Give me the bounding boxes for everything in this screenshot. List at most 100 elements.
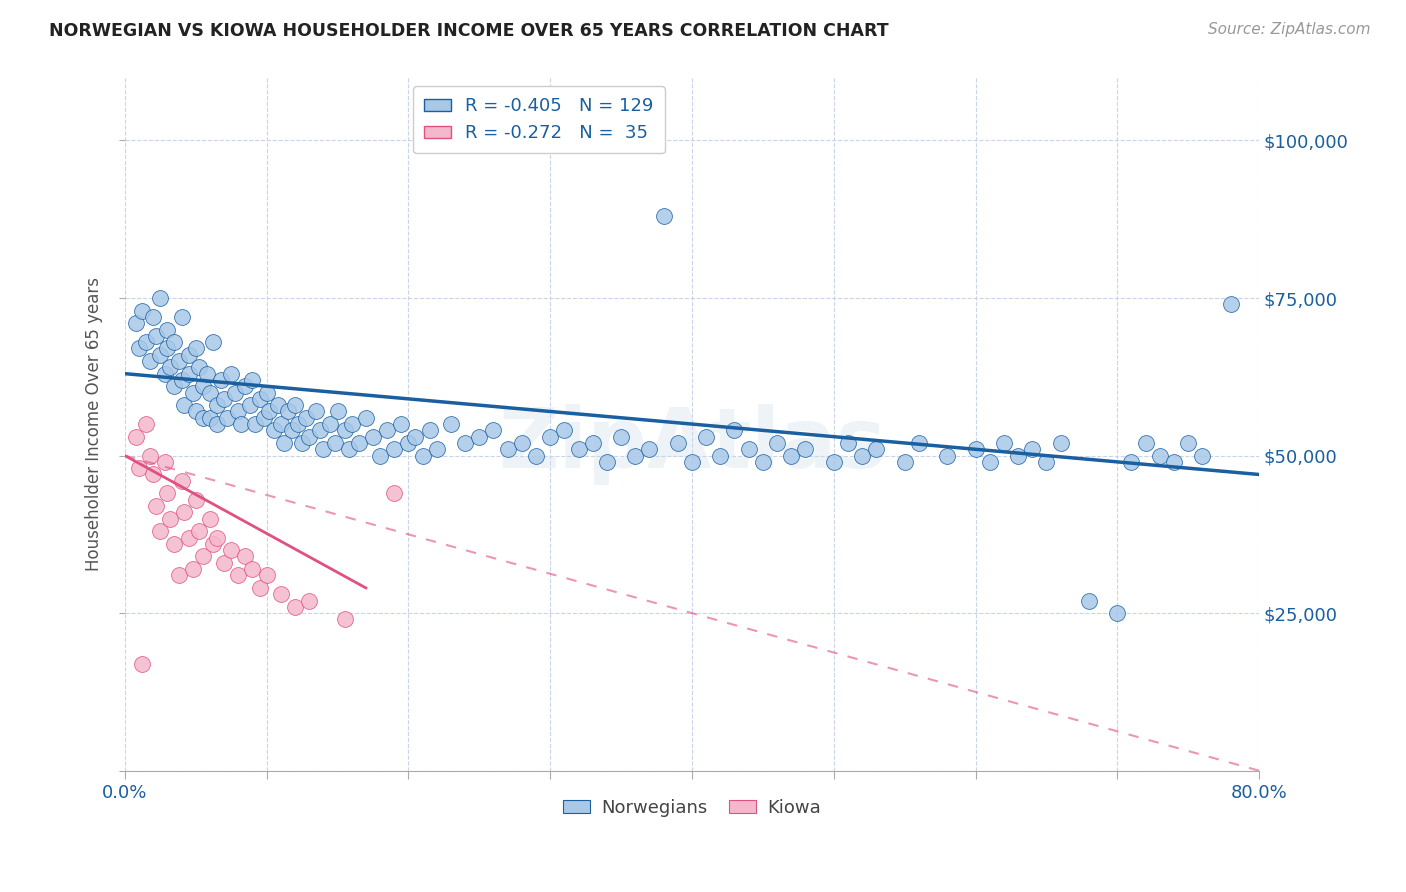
Point bbox=[209, 373, 232, 387]
Point bbox=[610, 430, 633, 444]
Point bbox=[131, 657, 153, 671]
Point bbox=[624, 449, 647, 463]
Point bbox=[361, 430, 384, 444]
Text: Source: ZipAtlas.com: Source: ZipAtlas.com bbox=[1208, 22, 1371, 37]
Point bbox=[823, 455, 845, 469]
Point bbox=[567, 442, 589, 457]
Point bbox=[184, 404, 207, 418]
Point bbox=[145, 328, 167, 343]
Point bbox=[405, 430, 427, 444]
Point bbox=[709, 449, 731, 463]
Point bbox=[426, 442, 449, 457]
Point bbox=[312, 442, 335, 457]
Point bbox=[128, 342, 150, 356]
Point bbox=[142, 310, 165, 324]
Point bbox=[295, 410, 318, 425]
Point bbox=[666, 436, 689, 450]
Point bbox=[131, 303, 153, 318]
Point bbox=[163, 335, 186, 350]
Point bbox=[695, 430, 717, 444]
Point bbox=[249, 392, 271, 406]
Point bbox=[337, 442, 360, 457]
Point bbox=[226, 568, 249, 582]
Point bbox=[163, 379, 186, 393]
Point bbox=[965, 442, 987, 457]
Text: ZipAtlas: ZipAtlas bbox=[498, 404, 886, 485]
Point bbox=[482, 423, 505, 437]
Point bbox=[794, 442, 817, 457]
Point bbox=[582, 436, 605, 450]
Point bbox=[419, 423, 441, 437]
Point bbox=[1107, 606, 1129, 620]
Point bbox=[737, 442, 759, 457]
Point bbox=[184, 342, 207, 356]
Point bbox=[354, 410, 377, 425]
Point bbox=[198, 385, 221, 400]
Point bbox=[142, 467, 165, 482]
Point bbox=[538, 430, 561, 444]
Point bbox=[233, 549, 256, 564]
Point bbox=[212, 392, 235, 406]
Point bbox=[368, 449, 391, 463]
Point bbox=[1177, 436, 1199, 450]
Point bbox=[284, 599, 307, 614]
Point bbox=[1035, 455, 1057, 469]
Point bbox=[149, 291, 172, 305]
Point bbox=[242, 562, 264, 576]
Text: NORWEGIAN VS KIOWA HOUSEHOLDER INCOME OVER 65 YEARS CORRELATION CHART: NORWEGIAN VS KIOWA HOUSEHOLDER INCOME OV… bbox=[49, 22, 889, 40]
Point bbox=[851, 449, 873, 463]
Point bbox=[333, 423, 356, 437]
Point bbox=[139, 354, 162, 368]
Point bbox=[389, 417, 412, 431]
Point bbox=[524, 449, 547, 463]
Point bbox=[259, 404, 281, 418]
Point bbox=[191, 379, 214, 393]
Point bbox=[273, 436, 295, 450]
Point bbox=[638, 442, 661, 457]
Point bbox=[837, 436, 859, 450]
Point bbox=[319, 417, 342, 431]
Point bbox=[347, 436, 370, 450]
Point bbox=[277, 404, 299, 418]
Point bbox=[1135, 436, 1157, 450]
Point bbox=[256, 385, 278, 400]
Point bbox=[305, 404, 328, 418]
Point bbox=[298, 430, 321, 444]
Point bbox=[766, 436, 789, 450]
Point bbox=[396, 436, 419, 450]
Point bbox=[181, 562, 204, 576]
Point bbox=[907, 436, 929, 450]
Point bbox=[226, 404, 249, 418]
Point bbox=[195, 367, 218, 381]
Point bbox=[298, 593, 321, 607]
Point bbox=[239, 398, 262, 412]
Point bbox=[167, 568, 190, 582]
Point bbox=[893, 455, 915, 469]
Point bbox=[1191, 449, 1213, 463]
Point bbox=[510, 436, 533, 450]
Point bbox=[198, 410, 221, 425]
Point bbox=[201, 335, 224, 350]
Point bbox=[1007, 449, 1029, 463]
Point bbox=[187, 524, 209, 539]
Point bbox=[865, 442, 887, 457]
Point bbox=[1121, 455, 1143, 469]
Point bbox=[191, 410, 214, 425]
Point bbox=[184, 492, 207, 507]
Point bbox=[1219, 297, 1241, 311]
Point bbox=[233, 379, 256, 393]
Point bbox=[375, 423, 398, 437]
Point bbox=[177, 531, 200, 545]
Point bbox=[496, 442, 519, 457]
Point bbox=[309, 423, 332, 437]
Point bbox=[215, 410, 238, 425]
Point bbox=[156, 322, 179, 336]
Point bbox=[1021, 442, 1043, 457]
Point bbox=[253, 410, 276, 425]
Point bbox=[167, 354, 190, 368]
Legend: Norwegians, Kiowa: Norwegians, Kiowa bbox=[555, 791, 828, 824]
Point bbox=[219, 367, 242, 381]
Point bbox=[936, 449, 959, 463]
Point bbox=[780, 449, 803, 463]
Point bbox=[326, 404, 349, 418]
